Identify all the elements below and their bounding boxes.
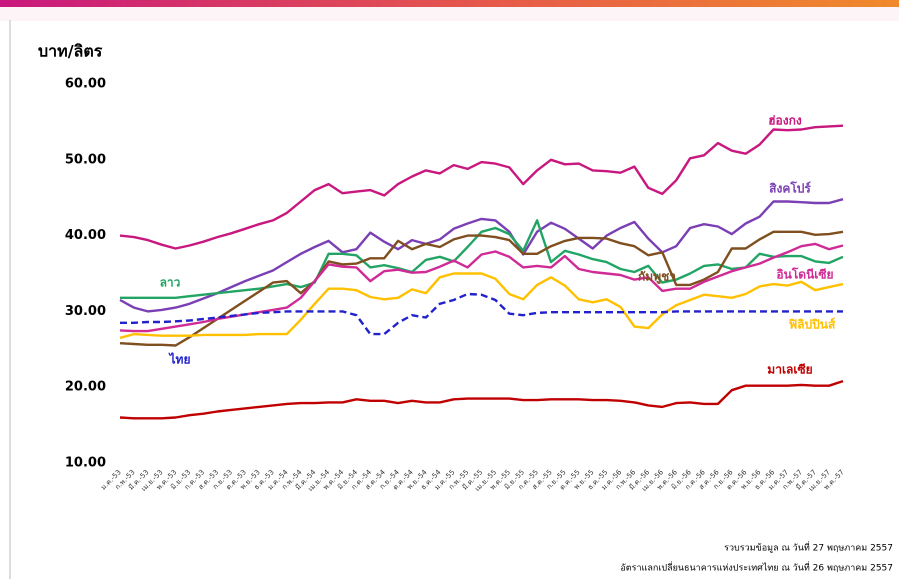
header-shade: [0, 7, 899, 21]
series-line: [119, 379, 844, 420]
series-label: มาเลเซีย: [767, 363, 812, 377]
series-label: อินโดนีเซีย: [776, 267, 833, 282]
series-line: [119, 124, 844, 250]
note: อัตราแลกเปลี่ยนธนาคารแห่งประเทศไทย ณ วัน…: [620, 561, 893, 574]
series-label: ลาว: [160, 276, 181, 290]
y-axis-label: บาท/ลิตร: [38, 42, 103, 61]
series-line: [119, 272, 844, 340]
series-label: สิงคโปร์: [769, 181, 811, 196]
y-tick-label: 10.00: [65, 456, 106, 471]
series-line: [120, 292, 843, 336]
series-label: ฮ่องกง: [768, 114, 802, 128]
series-line: [119, 242, 844, 333]
y-tick-label: 50.00: [65, 152, 106, 167]
y-tick-label: 30.00: [65, 304, 106, 319]
y-tick-label: 40.00: [65, 228, 106, 243]
series-label: กัมพูชา: [638, 270, 676, 285]
series-label: ไทย: [168, 352, 191, 367]
series-line: [119, 230, 844, 347]
header-bar: [0, 0, 899, 7]
note: รวบรวมข้อมูล ณ วันที่ 27 พฤษภาคม 2557: [724, 541, 893, 554]
y-tick-label: 20.00: [65, 380, 106, 395]
y-tick-label: 60.00: [65, 77, 106, 92]
series-label: ฟิลิปปินส์: [789, 318, 836, 332]
series-line: [119, 198, 844, 313]
